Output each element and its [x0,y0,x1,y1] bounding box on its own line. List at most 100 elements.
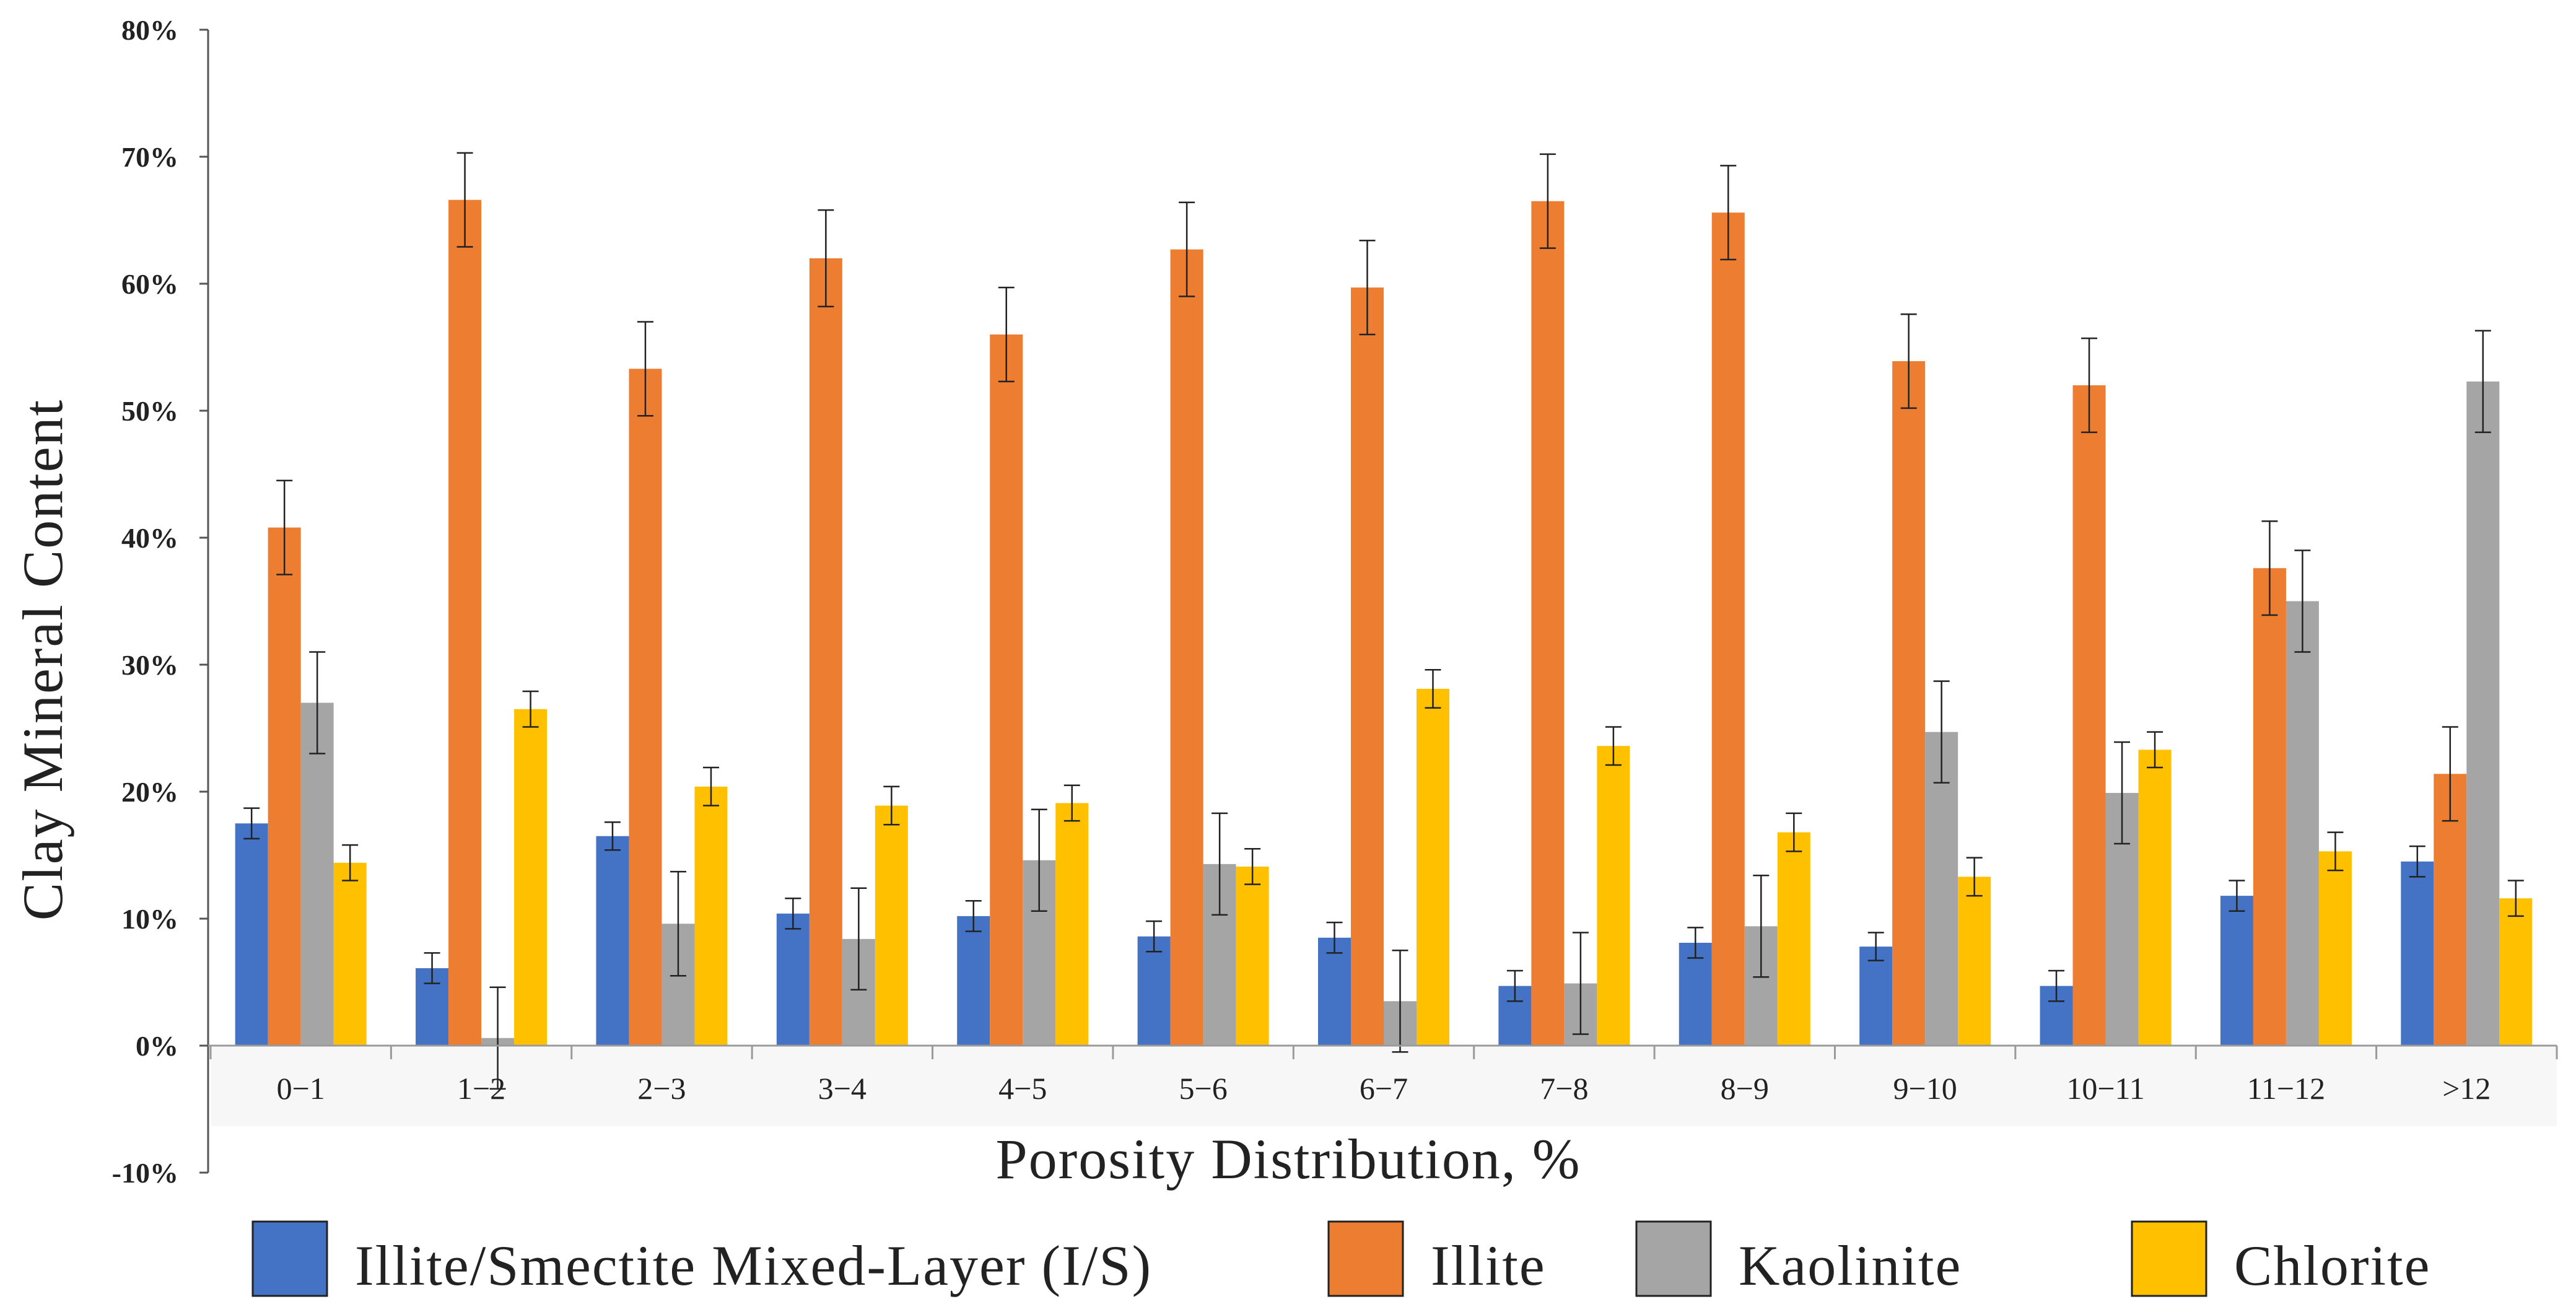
legend-item: Illite/Smectite Mixed-Layer (I/S) [251,1220,1152,1297]
bar [2138,750,2172,1046]
bar [448,199,482,1046]
error-bar [1539,153,1556,249]
legend-item: Illite [1327,1220,1545,1297]
bar [1417,688,1449,1046]
error-bar [1244,848,1261,885]
x-tick-label: 2−3 [637,1071,686,1106]
error-bar [2294,549,2311,653]
bar [1958,877,1991,1046]
error-bar [1392,950,1408,1053]
bar [235,823,268,1046]
error-bar [2442,726,2458,822]
bar [1531,201,1565,1046]
bar [1351,287,1384,1046]
x-tick-label: 5−6 [1179,1071,1228,1106]
error-bar [1786,812,1802,852]
error-bar [702,766,719,807]
y-tick-label: 70% [121,141,178,173]
bar [1777,832,1810,1046]
legend-swatch [1327,1220,1404,1297]
y-tick-label: 0% [136,1030,178,1062]
y-tick-label: 60% [121,268,178,300]
error-bar [1359,240,1376,336]
error-bar [1753,875,1770,978]
error-bar [785,897,801,930]
bar [1679,942,1712,1046]
error-bars [243,152,2524,1090]
legend-swatch [2131,1220,2207,1297]
bar [1925,732,1958,1046]
x-tick-label: 7−8 [1540,1071,1588,1106]
error-bar [637,321,653,417]
bars [235,199,2533,1046]
error-bar [2114,741,2131,845]
error-bar [2147,731,2163,769]
bar [1236,866,1269,1046]
error-bar [276,479,293,575]
bar [1318,937,1351,1046]
error-bar [2229,880,2245,912]
error-bar [456,152,473,248]
bar [1859,947,1893,1046]
error-bar [1687,927,1704,959]
bar [300,702,334,1046]
bar [2286,601,2319,1046]
x-axis-title: Porosity Distribution, % [995,1127,1581,1191]
y-tick-label: 20% [121,776,178,808]
bar [990,335,1023,1046]
error-bar [1900,313,1917,409]
x-tick-label: 11−12 [2247,1071,2325,1106]
bar [2401,861,2434,1046]
x-tick-label: 1−2 [457,1071,505,1106]
bar [1055,803,1089,1046]
error-bar [1867,932,1884,961]
bar [875,805,908,1046]
error-bar [883,785,900,826]
y-tick-label: -10% [112,1157,178,1189]
bar [1137,936,1171,1046]
y-tick-label: 10% [121,903,178,935]
y-axis-title: Clay Mineral Content [11,399,74,921]
x-tick-label: 3−4 [818,1071,867,1106]
error-bar [604,821,621,851]
x-tick-label: 4−5 [998,1071,1047,1106]
y-tick-label: 50% [121,395,178,427]
error-bar [965,900,982,932]
bar [2220,896,2253,1046]
x-tick-label: 10−11 [2066,1071,2144,1106]
bar [333,862,367,1046]
bar [1892,361,1926,1046]
error-bar [522,690,539,728]
error-bar [2327,831,2344,872]
legend-label: Illite/Smectite Mixed-Layer (I/S) [355,1234,1152,1297]
error-bar [1063,784,1080,822]
x-tick-label: 9−10 [1893,1071,1957,1106]
x-tick-label: 6−7 [1360,1071,1408,1106]
x-axis-category-band [211,1047,2557,1126]
y-tick-label: 40% [121,522,178,554]
error-bar [2081,337,2098,434]
error-bar [850,887,867,991]
bar [2318,851,2352,1046]
legend-item: Kaolinite [1635,1220,1960,1297]
error-bar [1506,969,1523,1002]
error-bar [1425,668,1441,709]
error-bar [1179,201,1195,297]
x-tick-label: 0−1 [277,1071,325,1106]
error-bar [2507,880,2524,917]
x-tick-label: 8−9 [1721,1071,1769,1106]
error-bar [243,807,260,840]
error-bar [1146,920,1163,953]
error-bar [1966,857,1983,897]
x-tick-label: >12 [2442,1071,2491,1106]
bar [596,836,629,1046]
error-bar [342,844,359,881]
error-bar [1212,812,1228,916]
y-tick-label: 30% [121,649,178,681]
error-bar [2261,520,2278,616]
bar [957,916,990,1046]
error-bar [1605,726,1622,766]
legend: Illite/Smectite Mixed-Layer (I/S) Illite K… [251,1220,2430,1297]
error-bar [670,870,686,977]
